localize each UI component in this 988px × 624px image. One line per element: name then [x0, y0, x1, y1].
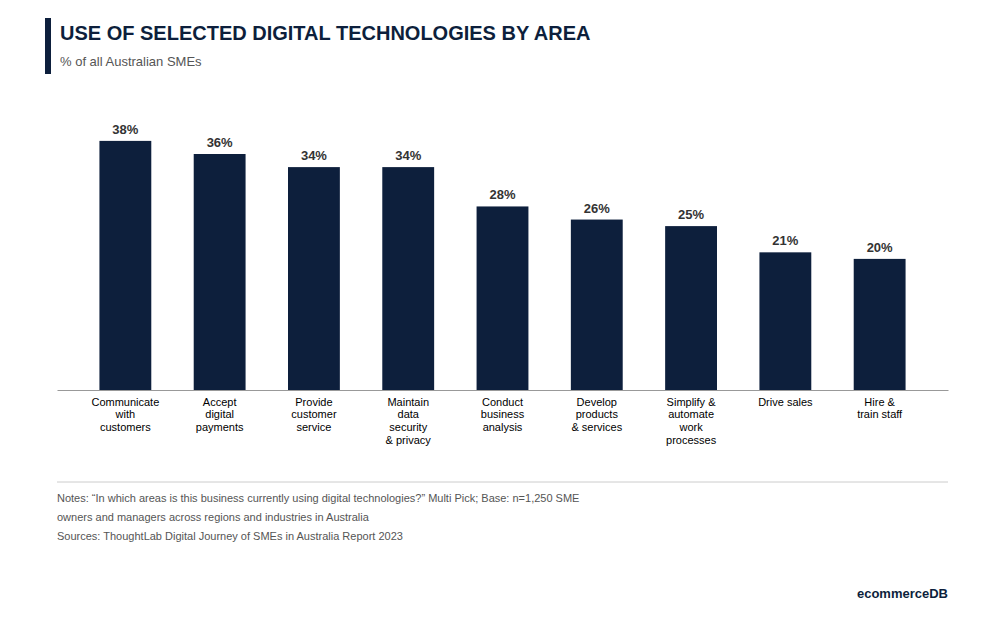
note: owners and managers across regions and i… [57, 511, 370, 523]
x-tick-label-line: payments [196, 421, 244, 433]
bar [571, 220, 623, 390]
subtitle: % of all Australian SMEs [60, 54, 202, 69]
data-label: 21% [772, 233, 798, 248]
x-tick-label-line: customer [291, 408, 337, 420]
x-tick: Simplify &automateworkprocesses [666, 396, 717, 446]
x-tick-label-line: business [481, 408, 525, 420]
data-label: 34% [395, 148, 421, 163]
x-tick-label: Maintaindatasecurity& privacy [386, 396, 432, 446]
x-tick-label-line: customers [100, 421, 151, 433]
x-tick-label-line: Hire & [864, 396, 895, 408]
x-tick-label-line: & services [571, 421, 622, 433]
bar [854, 259, 906, 390]
x-tick: Hire &train staff [857, 396, 903, 421]
bars [99, 141, 905, 390]
logo-text: ecommerceDB [857, 586, 948, 601]
x-tick-label-line: & privacy [386, 434, 432, 446]
x-tick: Developproducts& services [571, 396, 622, 433]
x-tick-label-line: Maintain [387, 396, 429, 408]
data-label: 36% [207, 135, 233, 150]
x-tick-label: Hire &train staff [857, 396, 903, 421]
x-tick-label-line: Communicate [91, 396, 159, 408]
x-tick-label-line: analysis [483, 421, 523, 433]
chart: USE OF SELECTED DIGITAL TECHNOLOGIES BY … [0, 0, 988, 624]
x-axis: Communicatewithcustomers Acceptdigitalpay… [58, 391, 949, 446]
x-tick-label-line: Accept [203, 396, 237, 408]
x-tick-label-line: train staff [857, 408, 903, 420]
x-tick: Acceptdigitalpayments [196, 396, 244, 433]
x-tick-label-line: products [576, 408, 619, 420]
title-accent [45, 18, 51, 74]
x-tick-label-line: Conduct [482, 396, 523, 408]
x-tick-label-line: Develop [577, 396, 617, 408]
bar [194, 154, 246, 390]
x-tick-label-line: Simplify & [667, 396, 717, 408]
x-tick: Drive sales [758, 396, 813, 408]
x-tick-label-line: data [398, 408, 420, 420]
x-tick-label-line: security [389, 421, 427, 433]
x-tick-label-line: digital [205, 408, 234, 420]
data-label: 38% [112, 122, 138, 137]
data-labels: 38% 36% 34% 34% 28% 26% 25% 21% 20% [112, 122, 893, 255]
bar [288, 167, 340, 390]
x-tick: Communicatewithcustomers [91, 396, 159, 433]
x-tick-label: Conductbusinessanalysis [481, 396, 525, 433]
x-tick-label: Drive sales [758, 396, 813, 408]
x-tick-label-line: work [678, 421, 703, 433]
data-label: 34% [301, 148, 327, 163]
title: USE OF SELECTED DIGITAL TECHNOLOGIES BY … [60, 22, 590, 44]
x-tick-label: Simplify &automateworkprocesses [666, 396, 717, 446]
x-tick-label-line: automate [668, 408, 714, 420]
data-label: 26% [584, 201, 610, 216]
x-tick: Conductbusinessanalysis [481, 396, 525, 433]
bar [382, 167, 434, 390]
x-tick-label: Communicatewithcustomers [91, 396, 159, 433]
x-axis-line [58, 390, 949, 391]
bar [665, 226, 717, 390]
x-tick-label-line: service [297, 421, 332, 433]
x-tick-label: Providecustomerservice [291, 396, 337, 433]
data-label: 20% [867, 240, 893, 255]
plot: 38% 36% 34% 34% 28% 26% 25% 21% 20% Communicatewi… [58, 122, 949, 446]
x-tick-label: Developproducts& services [571, 396, 622, 433]
data-label: 25% [678, 207, 704, 222]
x-tick-label-line: Drive sales [758, 396, 813, 408]
note: Notes: “In which areas is this business … [57, 492, 579, 504]
bar [477, 206, 529, 390]
bar [759, 252, 811, 390]
x-tick-label-line: processes [666, 434, 717, 446]
x-tick: Maintaindatasecurity& privacy [386, 396, 432, 446]
x-tick: Providecustomerservice [291, 396, 337, 433]
note: Sources: ThoughtLab Digital Journey of S… [57, 530, 403, 542]
data-label: 28% [489, 187, 515, 202]
bar [99, 141, 151, 390]
x-tick-label-line: Provide [295, 396, 332, 408]
x-tick-label: Acceptdigitalpayments [196, 396, 244, 433]
separator [57, 482, 948, 483]
x-tick-label-line: with [115, 408, 136, 420]
